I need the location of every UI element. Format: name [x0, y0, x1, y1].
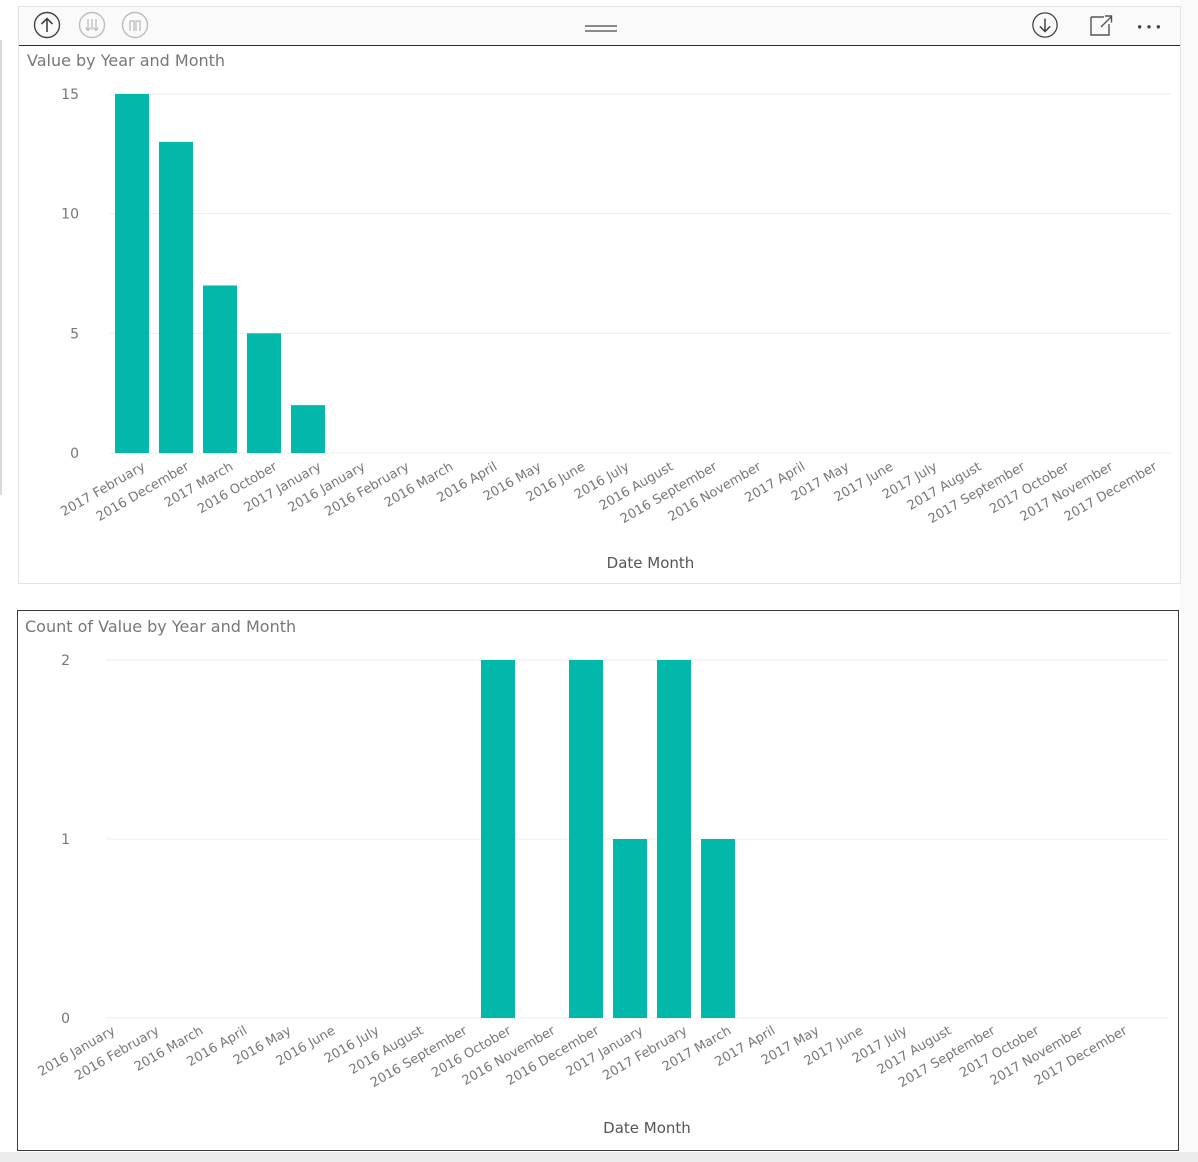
- more-options-icon[interactable]: [1135, 11, 1163, 39]
- y-tick-label: 2: [61, 653, 70, 669]
- bar[interactable]: [115, 94, 149, 453]
- y-tick-label: 0: [61, 1011, 70, 1027]
- focus-mode-icon[interactable]: [1087, 11, 1115, 39]
- bar[interactable]: [569, 660, 603, 1018]
- x-axis-title: Date Month: [603, 1119, 691, 1137]
- y-tick-label: 15: [61, 87, 79, 103]
- chart-title: Value by Year and Month: [27, 51, 226, 70]
- page-right-margin: [1180, 0, 1198, 1162]
- y-tick-label: 0: [70, 446, 79, 462]
- chart-title: Count of Value by Year and Month: [25, 617, 297, 636]
- bottom-scroll-strip: [0, 1152, 1198, 1162]
- bar[interactable]: [159, 141, 193, 453]
- count-of-value-by-year-month-visual[interactable]: Count of Value by Year and Month 0 1 2 2016…: [17, 610, 1179, 1151]
- grip-icon[interactable]: [585, 19, 617, 32]
- value-by-year-month-visual[interactable]: Value by Year and Month 0 5 10 15 2017 Febru…: [18, 6, 1181, 584]
- selection-border: [19, 45, 1180, 46]
- drill-up-icon[interactable]: [33, 11, 61, 39]
- bar[interactable]: [657, 660, 691, 1018]
- drill-down-all-icon[interactable]: [78, 11, 106, 39]
- visual-header: [19, 7, 1180, 45]
- bar[interactable]: [247, 333, 281, 453]
- y-tick-label: 1: [61, 832, 70, 848]
- y-tick-label: 5: [70, 326, 79, 342]
- bar[interactable]: [481, 660, 515, 1018]
- bar[interactable]: [203, 285, 237, 453]
- y-tick-label: 10: [61, 207, 79, 223]
- bar[interactable]: [613, 839, 647, 1018]
- page-edge-shadow: [0, 40, 2, 495]
- drill-mode-icon[interactable]: [1031, 11, 1059, 39]
- bar[interactable]: [291, 405, 325, 453]
- expand-hierarchy-icon[interactable]: [121, 11, 149, 39]
- x-axis-title: Date Month: [607, 554, 695, 572]
- bar[interactable]: [701, 839, 735, 1018]
